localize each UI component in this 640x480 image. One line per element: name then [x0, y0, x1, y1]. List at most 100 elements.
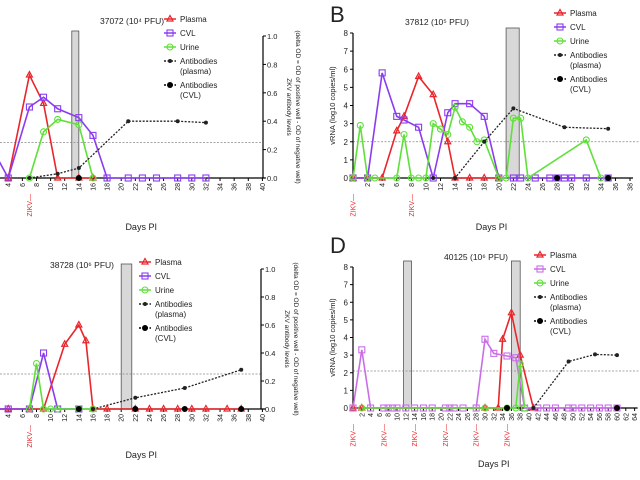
antibody-plasma-line	[433, 107, 609, 179]
cvl-point	[565, 404, 573, 412]
x-tick-label: 8	[386, 413, 393, 417]
y-axis-label: vRNA (log10 copies/ml)	[328, 66, 337, 145]
legend-label: Antibodies	[180, 81, 217, 90]
cvl-point	[25, 103, 33, 111]
antibody-plasma-point	[182, 386, 187, 390]
x-tick-label: 6	[394, 183, 401, 187]
plasma-point	[187, 404, 196, 412]
legend-label: (plasma)	[180, 67, 211, 76]
legend-item-cvl: CVL	[534, 265, 566, 274]
cvl-icon	[536, 265, 544, 273]
x-tick-label: 38	[246, 414, 253, 422]
antibody-plasma-point	[431, 176, 436, 180]
urine-point	[400, 130, 408, 139]
legend-label: (CVL)	[155, 334, 176, 343]
x-tick-label: 30	[569, 183, 576, 191]
panel-letter: B	[330, 2, 345, 27]
cvl-point	[480, 112, 488, 120]
plasma-point	[74, 320, 83, 328]
antibody-plasma-line	[532, 353, 618, 409]
y-tick-label: 1	[344, 156, 349, 165]
legend-label: Urine	[570, 37, 590, 46]
x-tick-label: 30	[189, 414, 196, 422]
antibody-plasma-point	[27, 176, 32, 180]
legend: PlasmaCVLUrineAntibodies(plasma)Antibodi…	[554, 8, 607, 94]
x-tick-label: 4	[380, 183, 387, 187]
x-tick-label: 6	[20, 183, 27, 187]
zikv-inoculation-label: ZIKV—	[27, 425, 34, 448]
antibody-plasma-point	[511, 106, 516, 111]
y2-axis-label: ZKV antibody levels	[283, 310, 290, 368]
urine-point	[415, 174, 423, 182]
panel-a: 246810121416182022242628303234363840ZIKV…	[0, 14, 301, 232]
antibody-plasma-point	[90, 407, 95, 411]
legend: PlasmaCVLUrineAntibodies(plasma)Antibodi…	[164, 14, 217, 100]
antibody-plasma-point	[615, 353, 619, 358]
zikv-inoculation-label: ZIKV—	[409, 194, 416, 217]
cvl-point	[124, 174, 132, 182]
urine-point	[517, 114, 525, 122]
x-tick-label: 22	[447, 413, 454, 421]
y2-tick-label: 0.2	[265, 377, 275, 386]
y-tick-label: 1	[344, 386, 349, 395]
legend-label: CVL	[550, 265, 566, 274]
cvl-point	[138, 174, 146, 182]
shaded-interval	[120, 263, 133, 410]
series-antibody-plasma	[90, 367, 244, 411]
panel-title: 38728 (10⁶ PFU)	[50, 260, 114, 270]
plasma-point	[159, 404, 168, 412]
x-tick-label: 14	[76, 414, 83, 422]
x-tick-label: 32	[203, 414, 210, 422]
x-tick-label: 18	[105, 414, 112, 422]
y-tick-label: 5	[344, 316, 349, 325]
series-cvl	[349, 335, 621, 412]
y2-tick-label: 0.6	[265, 321, 275, 330]
series-antibody-cvl	[75, 406, 245, 412]
urine-point	[512, 404, 520, 412]
cvl-line	[352, 336, 617, 409]
x-tick-label: 24	[456, 413, 463, 421]
legend-item-antibody-plasma: Antibodies(plasma)	[534, 293, 587, 312]
legend-label: Antibodies	[570, 75, 607, 84]
plasma-point	[507, 308, 516, 316]
x-tick-label: 40	[260, 414, 267, 422]
y2-tick-label: 1.0	[265, 265, 275, 274]
x-tick-label: 36	[232, 183, 239, 191]
x-tick-label: 36	[613, 183, 620, 191]
cvl-point	[582, 174, 590, 182]
cvl-icon	[166, 29, 174, 37]
x-tick-label: 4	[6, 414, 13, 418]
urine-point	[25, 405, 33, 413]
y2-tick-label: 0.4	[265, 349, 275, 358]
series-antibody-cvl	[75, 175, 82, 181]
antibody-cvl-point	[238, 406, 245, 412]
antibody-cvl-point	[504, 405, 510, 411]
urine-line	[352, 105, 602, 180]
y2-tick-label: 1.0	[267, 32, 277, 41]
x-axis-label: Days PI	[476, 222, 508, 232]
urine-point	[54, 405, 62, 413]
series-antibody-cvl	[554, 175, 612, 181]
antibody-plasma-line	[92, 369, 242, 410]
legend-label: Antibodies	[570, 51, 607, 60]
x-tick-label: 14	[453, 183, 460, 191]
urine-icon	[141, 286, 149, 294]
legend: PlasmaCVLUrineAntibodies(plasma)Antibodi…	[534, 250, 587, 336]
legend-label: CVL	[180, 29, 196, 38]
plasma-point	[103, 404, 112, 412]
panel-title: 40125 (10⁶ PFU)	[444, 252, 508, 262]
y-tick-label: 3	[344, 120, 349, 129]
plasma-point	[81, 335, 90, 344]
x-tick-label: 16	[90, 414, 97, 422]
plasma-point	[443, 136, 452, 145]
urine-point	[524, 174, 532, 182]
panel-title: 37072 (10⁴ PFU)	[100, 16, 164, 26]
y2-tick-label: 0.0	[265, 405, 275, 414]
x-tick-label: 2	[359, 413, 366, 417]
legend-label: Antibodies	[550, 293, 587, 302]
urine-point	[429, 120, 437, 128]
legend-item-plasma: Plasma	[164, 14, 207, 24]
cvl-icon	[556, 23, 564, 31]
zikv-inoculation-label: ZIKV—	[505, 424, 512, 447]
